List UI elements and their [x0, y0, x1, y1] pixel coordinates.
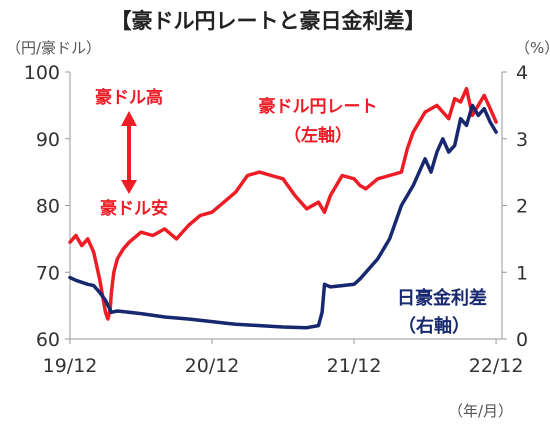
right-tick-label: 4: [516, 62, 528, 84]
double-arrow-icon: [121, 111, 137, 194]
left-tick-label: 90: [36, 129, 60, 151]
right-tick-label: 2: [516, 196, 528, 218]
left-tick-label: 70: [36, 262, 60, 284]
x-axis-ticks: 19/12 20/12 21/12 22/12: [43, 339, 524, 377]
chart-title: 【豪ドル円レートと豪日金利差】: [111, 9, 426, 33]
aud-low-label: 豪ドル安: [100, 198, 168, 219]
right-axis-ticks: 0 1 2 3 4: [502, 62, 528, 351]
rate-axis-note: （左軸）: [284, 125, 352, 146]
aud-jpy-rate-line: [68, 86, 498, 321]
left-axis-ticks: 60 70 80 90 100: [24, 62, 70, 351]
left-axis-unit: （円/豪ドル）: [6, 39, 101, 57]
x-tick-label: 21/12: [327, 355, 382, 377]
right-axis-unit: （%）: [515, 39, 550, 57]
left-tick-label: 80: [36, 196, 60, 218]
spread-axis-note: （右軸）: [398, 315, 470, 337]
left-tick-label: 100: [24, 62, 60, 84]
rate-series-label: 豪ドル円レート: [259, 96, 378, 117]
right-tick-label: 0: [516, 329, 528, 351]
spread-series-label: 日豪金利差: [397, 287, 487, 309]
right-tick-label: 3: [516, 129, 528, 151]
left-tick-label: 60: [36, 329, 60, 351]
x-tick-label: 20/12: [185, 355, 240, 377]
right-tick-label: 1: [516, 262, 528, 284]
x-tick-label: 19/12: [43, 355, 98, 377]
au-jp-rate-spread-line: [68, 103, 498, 330]
x-tick-label: 22/12: [469, 355, 524, 377]
series-group: [68, 86, 498, 330]
aud-high-label: 豪ドル高: [95, 87, 163, 108]
x-axis-unit: （年/月）: [448, 402, 513, 420]
